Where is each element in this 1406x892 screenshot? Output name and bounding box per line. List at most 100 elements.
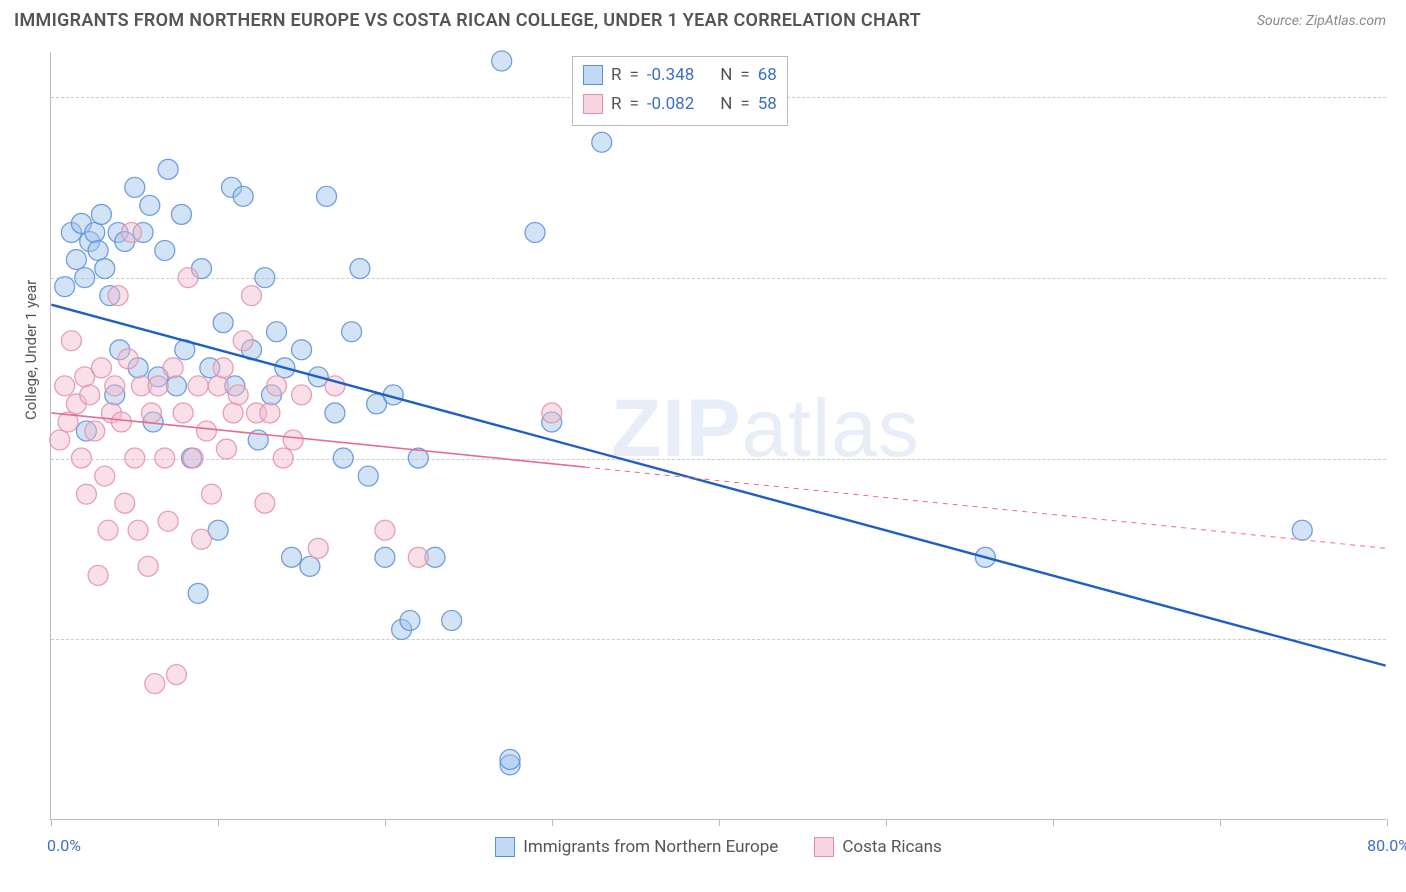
data-point [141, 403, 161, 423]
data-point [111, 412, 131, 432]
source-label: Source: ZipAtlas.com [1257, 13, 1386, 29]
data-point [128, 520, 148, 540]
chart-title: IMMIGRANTS FROM NORTHERN EUROPE VS COSTA… [14, 10, 921, 31]
data-point [292, 385, 312, 405]
data-point [191, 529, 211, 549]
data-point [80, 385, 100, 405]
data-point [50, 430, 70, 450]
data-point [108, 286, 128, 306]
stat-n-key: N [720, 61, 732, 90]
x-tick [719, 819, 720, 826]
data-point [138, 556, 158, 576]
data-point [273, 448, 293, 468]
legend-swatch [495, 837, 515, 857]
data-point [213, 358, 233, 378]
data-point [85, 222, 105, 242]
data-point [91, 358, 111, 378]
data-point [317, 186, 337, 206]
data-point [188, 583, 208, 603]
data-point [98, 520, 118, 540]
data-point [350, 259, 370, 279]
data-point [217, 439, 237, 459]
stats-row: R=-0.082N=58 [583, 90, 777, 119]
data-point [145, 674, 165, 694]
data-point [208, 376, 228, 396]
data-point [76, 484, 96, 504]
data-point [95, 466, 115, 486]
data-point [188, 376, 208, 396]
legend-swatch [583, 94, 603, 114]
data-point [166, 376, 186, 396]
data-point [358, 466, 378, 486]
data-point [155, 448, 175, 468]
data-point [196, 421, 216, 441]
scatter-svg [51, 52, 1386, 819]
stat-r-value: -0.082 [647, 90, 694, 119]
data-point [342, 322, 362, 342]
data-point [163, 358, 183, 378]
data-point [55, 376, 75, 396]
stat-n-value: 58 [758, 90, 777, 119]
data-point [255, 268, 275, 288]
data-point [183, 448, 203, 468]
legend-label: Immigrants from Northern Europe [523, 837, 778, 857]
data-point [325, 403, 345, 423]
data-point [71, 448, 91, 468]
legend-item: Costa Ricans [814, 837, 941, 857]
x-tick [886, 819, 887, 826]
data-point [233, 331, 253, 351]
data-point [260, 403, 280, 423]
data-point [158, 511, 178, 531]
data-point [267, 322, 287, 342]
data-point [85, 421, 105, 441]
data-point [55, 277, 75, 297]
data-point [255, 493, 275, 513]
data-point [115, 493, 135, 513]
data-point [213, 313, 233, 333]
data-point [118, 349, 138, 369]
legend-swatch [814, 837, 834, 857]
data-point [592, 132, 612, 152]
data-point [292, 340, 312, 360]
x-tick [552, 819, 553, 826]
data-point [442, 610, 462, 630]
data-point [173, 403, 193, 423]
data-point [201, 484, 221, 504]
data-point [1292, 520, 1312, 540]
data-point [242, 286, 262, 306]
data-point [125, 177, 145, 197]
data-point [400, 610, 420, 630]
x-tick [385, 819, 386, 826]
data-point [140, 195, 160, 215]
data-point [88, 565, 108, 585]
data-point [105, 376, 125, 396]
bottom-legend: Immigrants from Northern Europe Costa Ric… [51, 837, 1386, 857]
data-point [267, 376, 287, 396]
data-point [333, 448, 353, 468]
stat-r-key: R [611, 90, 621, 119]
data-point [75, 268, 95, 288]
data-point [148, 376, 168, 396]
trend-line-dashed [585, 467, 1386, 548]
data-point [66, 250, 86, 270]
data-point [125, 448, 145, 468]
data-point [166, 665, 186, 685]
stat-n-key: N [720, 90, 732, 119]
data-point [375, 520, 395, 540]
legend-item: Immigrants from Northern Europe [495, 837, 778, 857]
data-point [308, 538, 328, 558]
x-tick [1053, 819, 1054, 826]
data-point [233, 186, 253, 206]
data-point [61, 331, 81, 351]
data-point [282, 547, 302, 567]
stats-row: R=-0.348N=68 [583, 61, 777, 90]
data-point [500, 749, 520, 769]
data-point [542, 403, 562, 423]
data-point [300, 556, 320, 576]
data-point [375, 547, 395, 567]
data-point [492, 51, 512, 71]
stat-r-key: R [611, 61, 621, 90]
data-point [408, 547, 428, 567]
data-point [223, 403, 243, 423]
data-point [88, 241, 108, 261]
